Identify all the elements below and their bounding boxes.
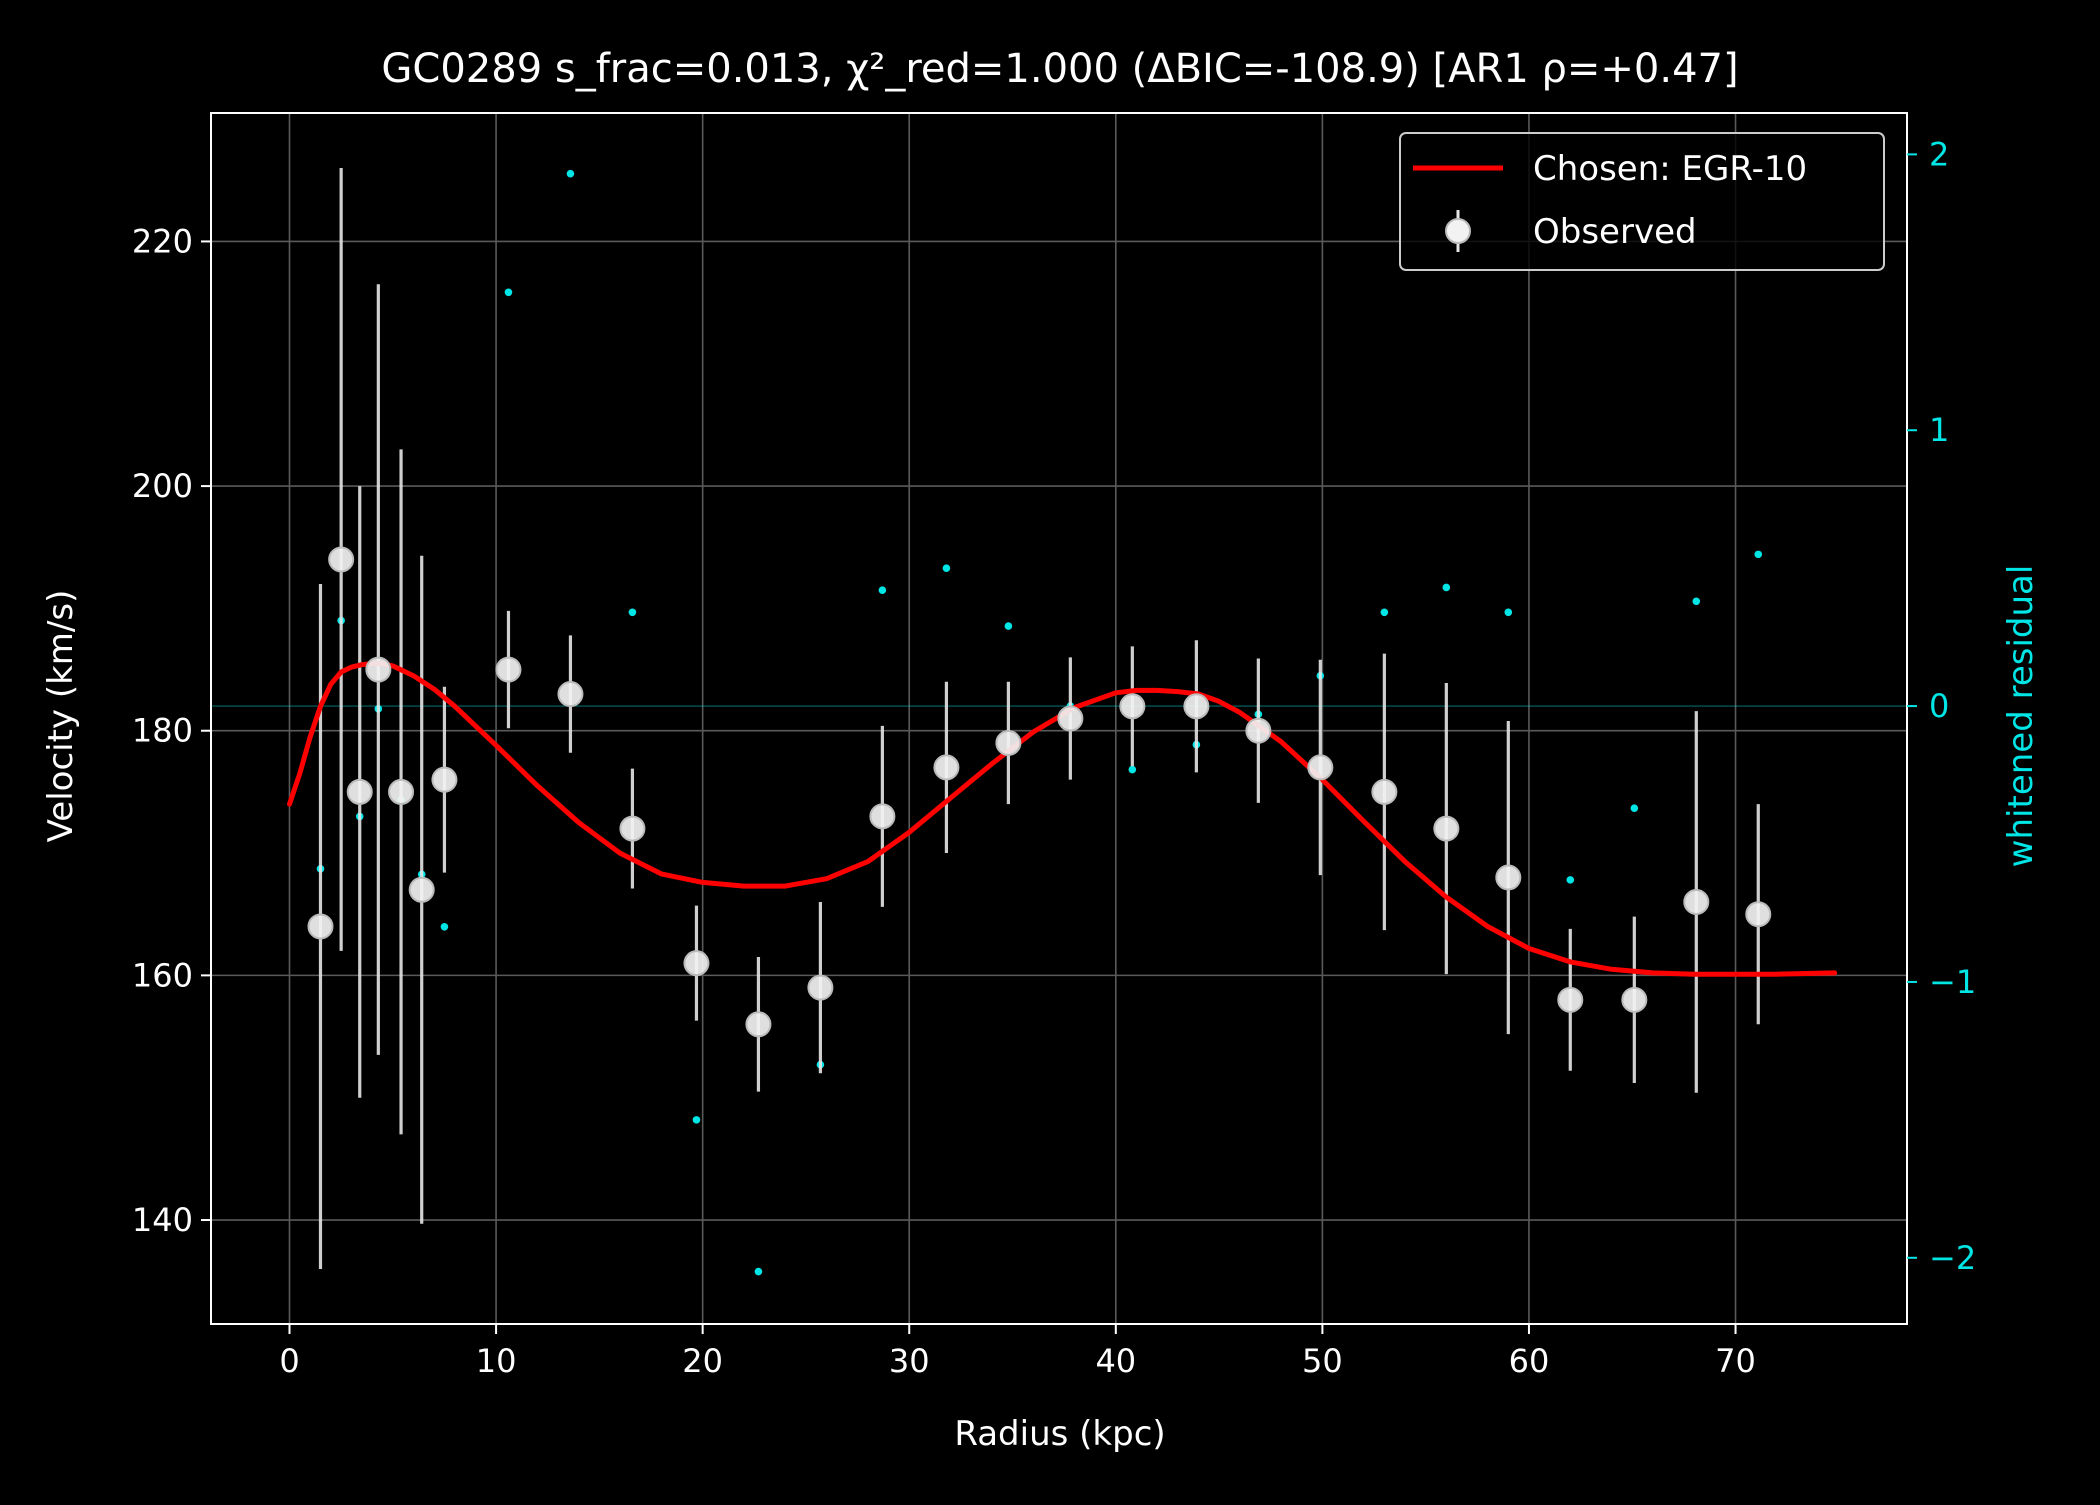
x-tick-label: 30 [889, 1342, 930, 1380]
legend-box [1399, 132, 1885, 271]
x-tick-label: 60 [1509, 1342, 1550, 1380]
observed-points [307, 546, 1772, 1038]
observed-point [388, 778, 415, 805]
residual-point [1128, 765, 1137, 774]
observed-point [1683, 888, 1710, 915]
y-tick-label: 180 [132, 712, 193, 750]
y-axis-label: Velocity (km/s) [41, 590, 81, 843]
right-tick-label: 0 [1929, 687, 1949, 725]
observed-point [745, 1011, 772, 1038]
residual-point [1004, 622, 1013, 630]
legend-model-label: Chosen: EGR-10 [1533, 149, 1807, 189]
observed-point [1183, 693, 1210, 720]
observed-point [1057, 705, 1084, 732]
observed-point [328, 546, 355, 573]
legend-observed-marker [1445, 218, 1471, 244]
legend: Chosen: EGR-10 Observed [1399, 132, 1885, 271]
grid [211, 113, 1907, 1324]
residual-point [1504, 608, 1513, 617]
right-tick-label: −2 [1929, 1239, 1976, 1277]
residual-point [504, 288, 513, 297]
right-tick-label: 2 [1929, 135, 1949, 173]
residual-point [754, 1267, 763, 1276]
observed-point [1371, 778, 1398, 805]
residual-point [1754, 550, 1763, 559]
y-tick-label: 140 [132, 1201, 193, 1239]
residual-point [1692, 597, 1701, 606]
observed-point [933, 754, 960, 781]
observed-point [1307, 754, 1334, 781]
x-tick-label: 0 [279, 1342, 299, 1380]
observed-point [1119, 693, 1146, 720]
observed-point [1745, 901, 1772, 928]
right-tick-label: −1 [1929, 963, 1976, 1001]
observed-point [557, 681, 584, 708]
y-tick-label: 220 [132, 222, 193, 260]
plot-frame [210, 112, 1908, 1325]
chart-title: GC0289 s_frac=0.013, χ²_red=1.000 (ΔBIC=… [381, 46, 1738, 92]
residual-point [1630, 804, 1639, 812]
observed-point [869, 803, 896, 830]
observed-point [1433, 815, 1460, 842]
observed-point [365, 656, 392, 683]
x-tick-label: 20 [682, 1342, 723, 1380]
legend-observed-label: Observed [1533, 212, 1697, 252]
observed-point [1245, 717, 1272, 744]
residual-point [692, 1116, 701, 1124]
axes: 0 10 20 30 40 50 60 70 140 160 180 200 220 −2 −1 0 1 2 [132, 135, 1976, 1380]
x-tick-label: 70 [1715, 1342, 1756, 1380]
observed-point [619, 815, 646, 842]
observed-point [495, 656, 522, 683]
observed-point [408, 876, 435, 903]
residual-point [566, 169, 575, 178]
residual-point [440, 922, 449, 931]
right-axis-label: whitened residual [2001, 565, 2041, 868]
x-tick-label: 50 [1302, 1342, 1343, 1380]
observed-point [1495, 864, 1522, 891]
observed-point [995, 729, 1022, 756]
observed-point [346, 778, 373, 805]
observed-point [431, 766, 458, 793]
x-tick-label: 40 [1095, 1342, 1136, 1380]
y-tick-label: 160 [132, 956, 193, 994]
x-axis-label: Radius (kpc) [954, 1414, 1165, 1454]
observed-point [683, 950, 710, 977]
observed-point [807, 974, 834, 1001]
observed-point [307, 913, 334, 940]
x-tick-label: 10 [476, 1342, 517, 1380]
residual-point [1380, 608, 1389, 617]
y-tick-label: 200 [132, 467, 193, 505]
observed-point [1621, 986, 1648, 1013]
observed-point [1557, 986, 1584, 1013]
residual-point [1566, 876, 1575, 884]
residual-point [942, 564, 951, 572]
residual-point [878, 586, 887, 595]
residual-point [628, 608, 637, 617]
right-tick-label: 1 [1929, 411, 1949, 449]
residual-point [1442, 583, 1451, 592]
